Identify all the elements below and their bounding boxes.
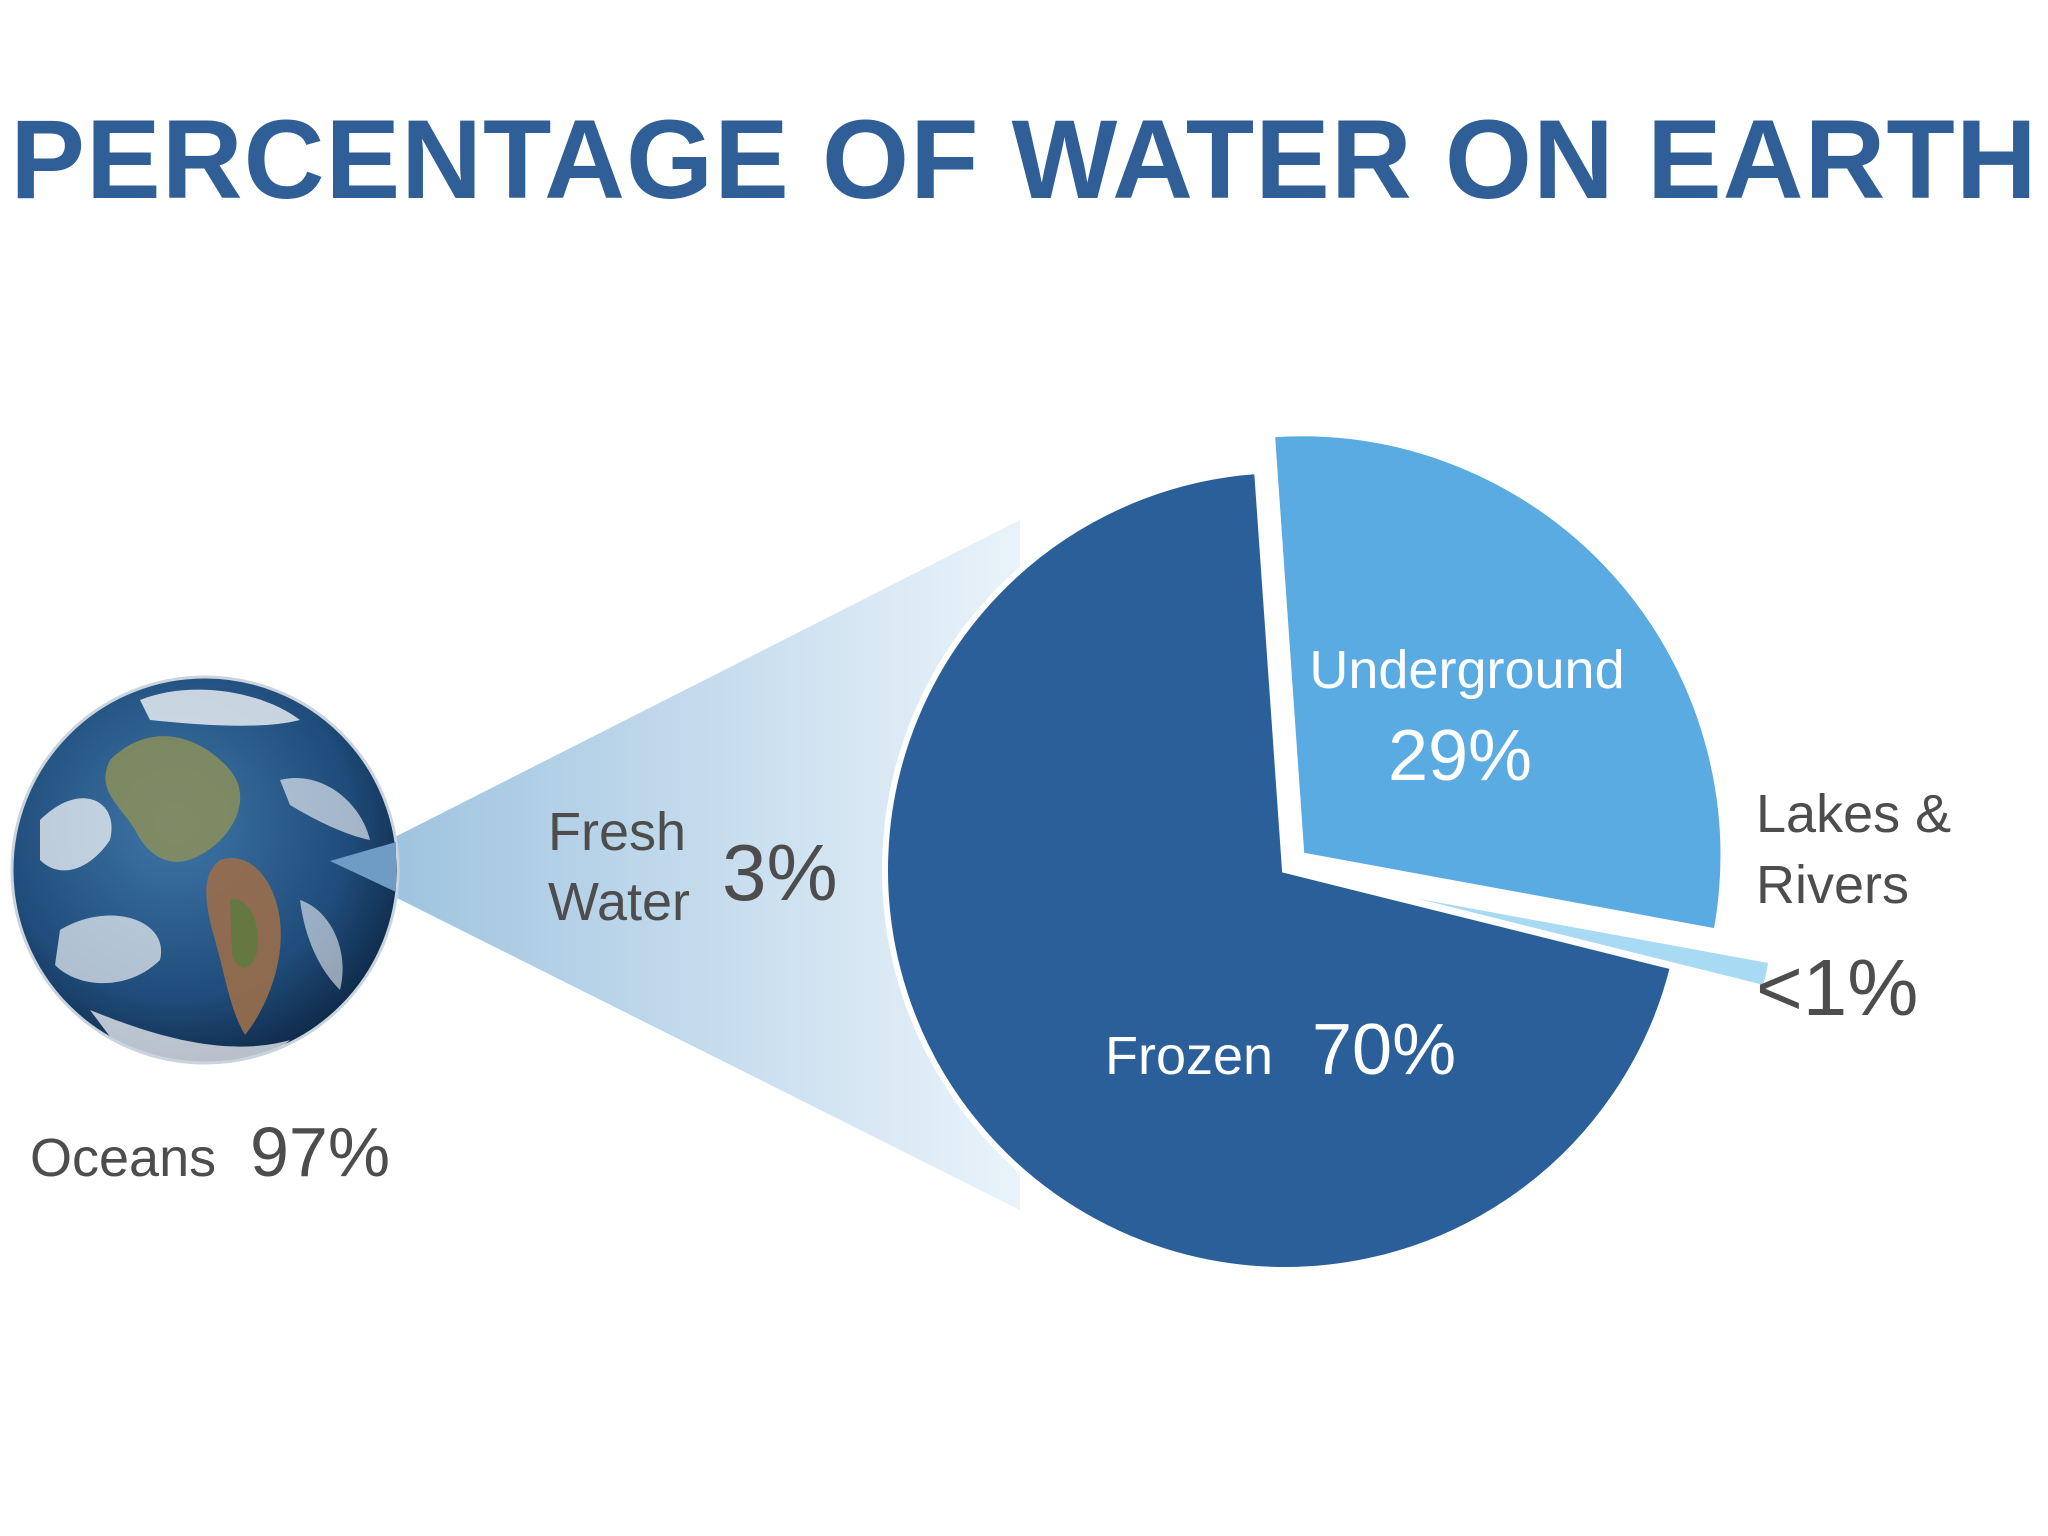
lakes-rivers-label-text: Lakes & Rivers bbox=[1756, 784, 1966, 915]
frozen-value-label: 70% bbox=[1312, 1010, 1456, 1090]
fresh-water-label-line-2: Water bbox=[548, 872, 690, 932]
lakes-rivers-label-line-2: Rivers bbox=[1756, 855, 1909, 915]
underground-value-label: 29% bbox=[1388, 716, 1532, 796]
fresh-water-label-line-1: Fresh bbox=[548, 802, 686, 862]
fresh-water-label-text: Fresh Water bbox=[548, 802, 701, 932]
lakes-rivers-value-label: <1% bbox=[1756, 943, 1918, 1032]
oceans-label: Oceans 97% bbox=[30, 1113, 390, 1191]
fresh-water-pie bbox=[882, 430, 1776, 1273]
fresh-water-value-label: 3% bbox=[722, 828, 838, 917]
pie-slice-frozen bbox=[882, 467, 1677, 1273]
underground-label-text: Underground bbox=[1309, 640, 1624, 700]
lakes-rivers-label-line-1: Lakes & bbox=[1756, 784, 1951, 844]
chart-title: PERCENTAGE OF WATER ON EARTH bbox=[10, 97, 2038, 222]
lakes-rivers-label: Lakes & Rivers <1% bbox=[1756, 784, 1966, 1032]
frozen-label-text: Frozen bbox=[1105, 1026, 1273, 1086]
pie-slice-underground bbox=[1268, 430, 1727, 936]
fresh-water-zoom-cone bbox=[385, 520, 1020, 1210]
earth-globe-icon bbox=[10, 675, 400, 1065]
fresh-water-wedge bbox=[330, 842, 396, 892]
oceans-label-text: Oceans bbox=[30, 1128, 216, 1188]
fresh-water-label: Fresh Water 3% bbox=[548, 802, 838, 932]
oceans-value-label: 97% bbox=[250, 1113, 390, 1191]
underground-label: Underground 29% bbox=[1309, 640, 1624, 796]
pie-slice-lakes-rivers bbox=[1323, 875, 1776, 993]
frozen-label: Frozen 70% bbox=[1105, 1010, 1456, 1090]
